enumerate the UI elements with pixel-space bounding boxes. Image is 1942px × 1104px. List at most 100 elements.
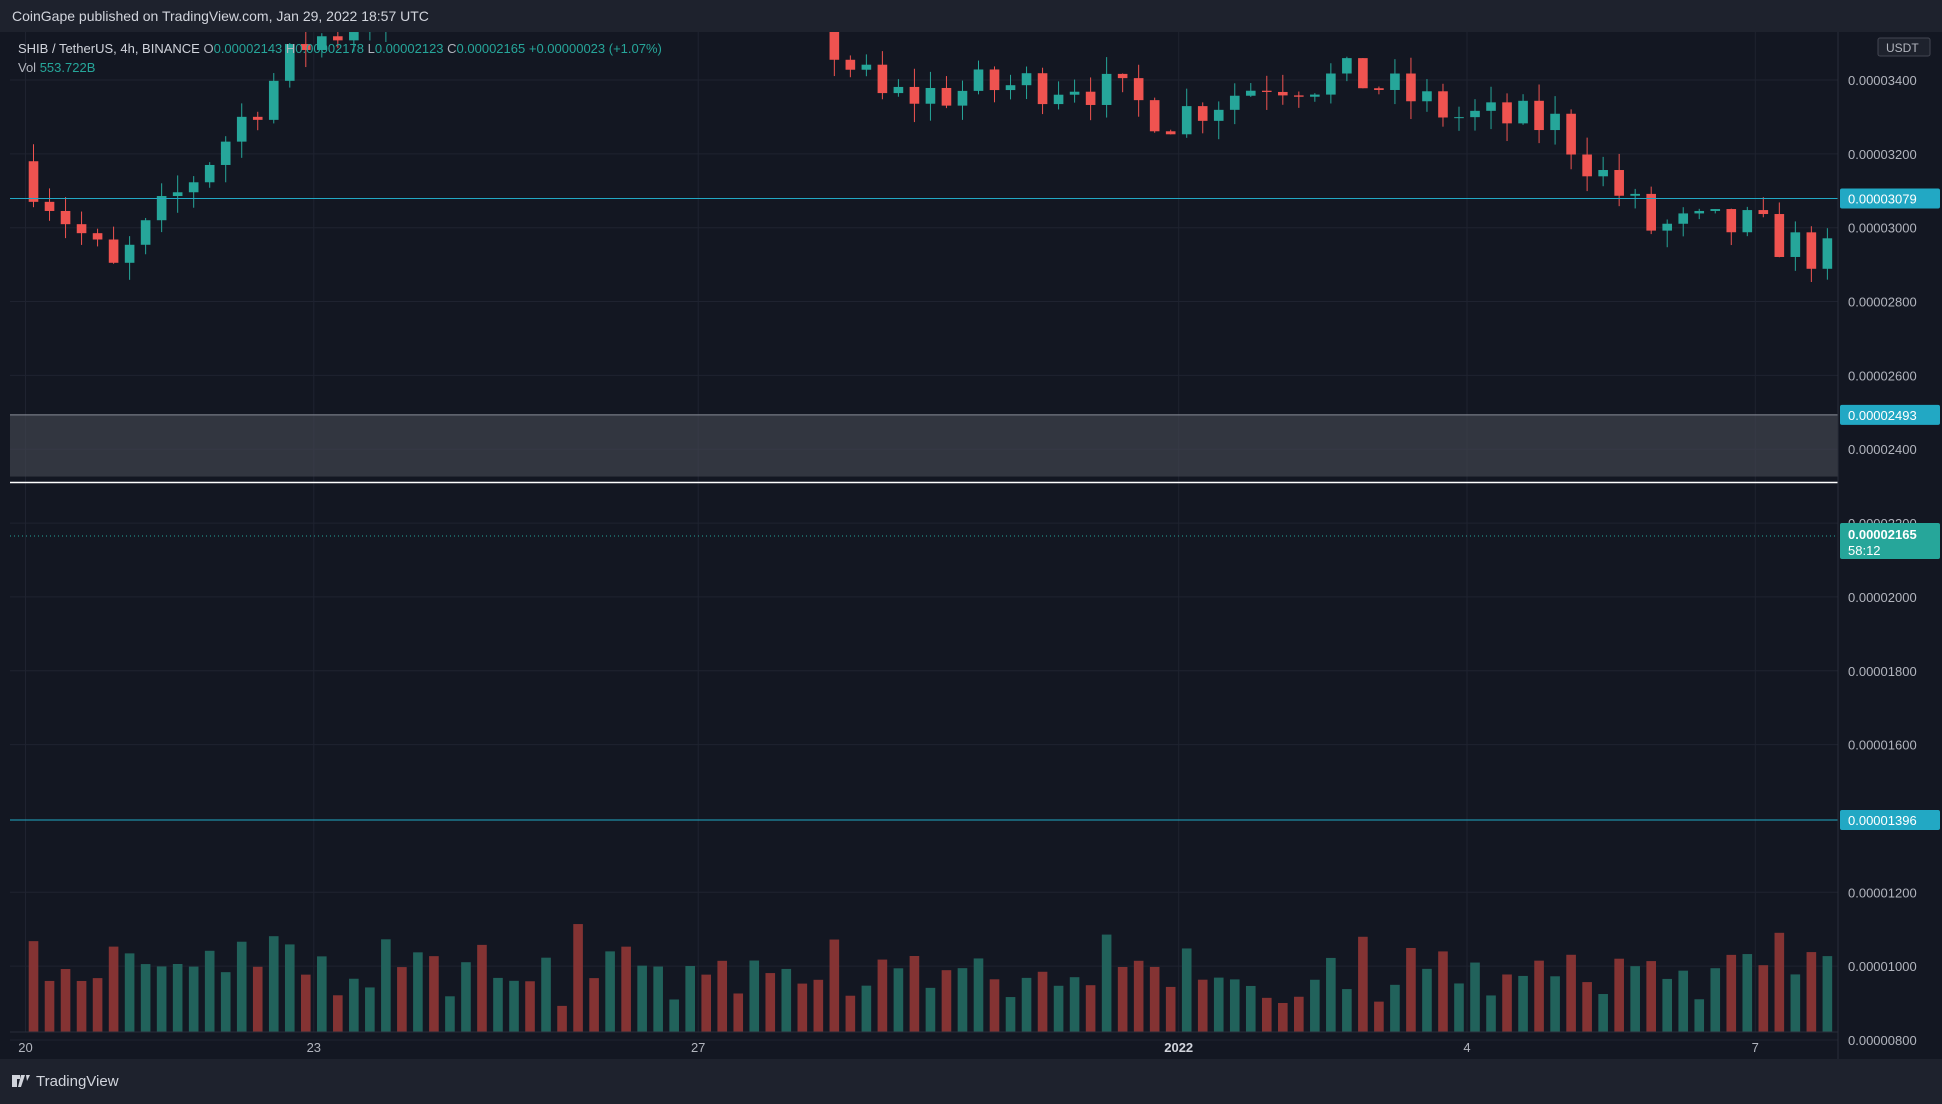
currency-badge: [1877, 37, 1931, 57]
candle-body: [1197, 106, 1208, 121]
volume-bar: [1117, 966, 1128, 1032]
open-label: O: [203, 41, 214, 56]
candle-body: [1229, 95, 1240, 110]
candle-body: [172, 192, 183, 197]
volume-bar: [1582, 982, 1592, 1032]
candle-body: [1390, 73, 1400, 90]
volume-bar: [1229, 979, 1240, 1032]
volume-bar: [1774, 932, 1785, 1032]
level-price-badge-text: 0.00003079: [1848, 192, 1917, 207]
volume-bar: [1646, 961, 1656, 1032]
volume-bar: [1037, 971, 1048, 1032]
price-tick-label: 0.00002000: [1848, 590, 1917, 605]
volume-bar: [781, 968, 792, 1032]
candle-body: [1822, 238, 1833, 269]
time-tick-label: 7: [1752, 1040, 1759, 1055]
candle-body: [1005, 85, 1016, 91]
tradingview-logo-icon: [12, 1075, 30, 1087]
candle-body: [1326, 73, 1336, 95]
candle-body: [156, 196, 167, 221]
candle-body: [1278, 91, 1288, 96]
candle-body: [989, 69, 1000, 91]
low-value: 0.00002123: [374, 41, 444, 56]
volume-bar: [941, 970, 952, 1032]
volume-bar: [1678, 970, 1689, 1032]
volume-bar: [1502, 974, 1512, 1032]
volume-bar: [1550, 976, 1560, 1032]
chart-grid: [10, 32, 1838, 1041]
volume-bar: [1326, 957, 1336, 1032]
volume-bar: [669, 999, 679, 1032]
candle-body: [1662, 223, 1673, 231]
candle-body: [1646, 193, 1656, 231]
close-value: 0.00002165: [456, 41, 526, 56]
volume-bar: [605, 951, 615, 1032]
candle-body: [317, 36, 327, 50]
volume-bar: [1518, 975, 1528, 1032]
volume-bar: [909, 956, 920, 1032]
symbol-title[interactable]: SHIB / TetherUS, 4h, BINANCE: [18, 41, 200, 56]
volume-bar: [797, 983, 808, 1032]
published-text: CoinGape published on TradingView.com, J…: [12, 8, 429, 24]
time-tick-label: 2022: [1164, 1040, 1193, 1055]
volume-bar: [1534, 960, 1544, 1032]
candle-body: [1053, 94, 1064, 105]
candle-body: [829, 32, 840, 60]
candle-body: [1294, 95, 1304, 97]
volume-value: 553.722B: [39, 60, 96, 75]
volume-bar: [140, 964, 151, 1032]
level-lines-layer: [10, 198, 1838, 821]
volume-bar: [1358, 936, 1368, 1032]
volume-bar: [44, 980, 55, 1032]
candle-body: [1342, 58, 1352, 74]
candle-body: [1486, 102, 1496, 111]
volume-bar: [268, 936, 279, 1032]
currency-label: USDT: [1886, 41, 1919, 55]
volume-bar: [1662, 978, 1673, 1032]
close-label: C: [447, 41, 457, 56]
volume-bar: [1085, 985, 1096, 1032]
candle-body: [1758, 210, 1769, 215]
volume-bar: [877, 959, 888, 1032]
zone-price-badge-text: 0.00002493: [1848, 408, 1917, 423]
tradingview-brand[interactable]: TradingView: [12, 1073, 119, 1090]
level-price-badge: [1840, 809, 1940, 830]
high-value: 0.00002178: [295, 41, 364, 56]
candle-body: [1502, 102, 1512, 124]
volume-bar: [1422, 968, 1432, 1032]
chart-area[interactable]: 0.000036000.000034000.000032000.00003000…: [0, 32, 1942, 1059]
publisher-bar: CoinGape published on TradingView.com, J…: [0, 0, 1942, 32]
candle-body: [861, 64, 872, 70]
volume-bar: [813, 979, 824, 1032]
volume-bar: [509, 980, 519, 1032]
candle-body: [1085, 91, 1096, 105]
candle-body: [252, 116, 263, 120]
time-tick-label: 27: [691, 1040, 705, 1055]
volume-bar: [252, 966, 263, 1032]
volume-bar: [156, 966, 167, 1032]
volume-bar: [236, 941, 247, 1032]
volume-bar: [220, 972, 231, 1032]
volume-bar: [76, 980, 87, 1032]
price-tick-label: 0.00003000: [1848, 221, 1917, 236]
resistance-zone-layer: [10, 414, 1838, 484]
candle-body: [1374, 88, 1384, 90]
volume-bar: [685, 965, 695, 1032]
candle-body: [1710, 209, 1721, 211]
volume-bar: [429, 956, 439, 1032]
volume-bar: [1181, 948, 1192, 1032]
candle-body: [1117, 73, 1128, 79]
volume-bar: [1005, 997, 1016, 1032]
volume-bar: [188, 966, 199, 1032]
price-chart[interactable]: 0.000036000.000034000.000032000.00003000…: [0, 32, 1942, 1059]
candle-body: [28, 161, 39, 202]
candle-body: [44, 201, 55, 211]
candle-body: [1261, 90, 1272, 92]
volume-bar: [1261, 997, 1272, 1032]
volume-bar: [1149, 966, 1160, 1032]
volume-bar: [893, 968, 904, 1032]
brand-label: TradingView: [36, 1073, 119, 1090]
volume-bar: [1486, 995, 1496, 1032]
volume-bar: [445, 996, 455, 1032]
open-value: 0.00002143: [213, 41, 283, 56]
